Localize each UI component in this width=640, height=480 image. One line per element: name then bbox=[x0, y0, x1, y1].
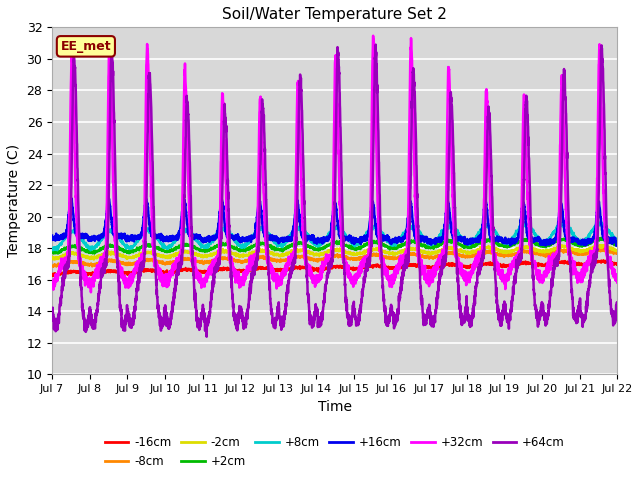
+16cm bbox=[104, 195, 112, 201]
+32cm bbox=[170, 264, 177, 270]
+2cm bbox=[90, 251, 98, 257]
+64cm bbox=[614, 302, 621, 308]
Line: -8cm: -8cm bbox=[52, 249, 618, 267]
+32cm bbox=[613, 277, 621, 283]
+64cm bbox=[203, 334, 211, 339]
+2cm bbox=[48, 250, 56, 256]
-2cm bbox=[560, 243, 568, 249]
-16cm bbox=[600, 257, 607, 263]
+64cm bbox=[48, 309, 56, 315]
+2cm bbox=[400, 241, 408, 247]
Line: +16cm: +16cm bbox=[52, 198, 618, 246]
-8cm bbox=[50, 264, 58, 270]
-16cm bbox=[170, 269, 177, 275]
Line: -16cm: -16cm bbox=[52, 260, 618, 276]
-2cm bbox=[48, 256, 56, 262]
-8cm bbox=[400, 252, 408, 257]
+8cm bbox=[560, 222, 568, 228]
-8cm bbox=[170, 260, 177, 265]
+64cm bbox=[613, 301, 621, 307]
Title: Soil/Water Temperature Set 2: Soil/Water Temperature Set 2 bbox=[222, 7, 447, 22]
-8cm bbox=[206, 259, 214, 264]
+16cm bbox=[612, 243, 620, 249]
+8cm bbox=[87, 248, 95, 253]
-2cm bbox=[170, 253, 177, 259]
-8cm bbox=[596, 246, 604, 252]
+2cm bbox=[390, 244, 398, 250]
-8cm bbox=[390, 256, 398, 262]
-2cm bbox=[390, 251, 398, 256]
-16cm bbox=[206, 268, 214, 274]
+16cm bbox=[390, 238, 398, 243]
-2cm bbox=[51, 257, 58, 263]
+64cm bbox=[390, 319, 398, 324]
Line: -2cm: -2cm bbox=[52, 245, 618, 260]
X-axis label: Time: Time bbox=[318, 400, 352, 414]
Legend: -16cm, -8cm, -2cm, +2cm, +8cm, +16cm, +32cm, +64cm: -16cm, -8cm, -2cm, +2cm, +8cm, +16cm, +3… bbox=[100, 432, 570, 473]
+2cm bbox=[614, 243, 621, 249]
-16cm bbox=[53, 273, 61, 279]
Y-axis label: Temperature (C): Temperature (C) bbox=[7, 144, 21, 257]
+8cm bbox=[206, 240, 214, 246]
-8cm bbox=[614, 251, 621, 256]
+16cm bbox=[614, 242, 621, 248]
-16cm bbox=[560, 259, 568, 264]
-2cm bbox=[206, 253, 214, 259]
+2cm bbox=[600, 235, 607, 240]
+16cm bbox=[206, 236, 214, 242]
+32cm bbox=[390, 268, 398, 274]
-16cm bbox=[390, 265, 398, 271]
Line: +32cm: +32cm bbox=[52, 36, 618, 292]
-8cm bbox=[48, 263, 56, 269]
+8cm bbox=[614, 238, 621, 244]
-2cm bbox=[400, 248, 408, 254]
+8cm bbox=[400, 231, 408, 237]
+8cm bbox=[390, 241, 398, 247]
+32cm bbox=[560, 134, 568, 140]
+64cm bbox=[372, 42, 380, 48]
+32cm bbox=[87, 289, 95, 295]
-2cm bbox=[613, 247, 621, 252]
+64cm bbox=[170, 301, 177, 307]
+64cm bbox=[560, 66, 568, 72]
Text: EE_met: EE_met bbox=[61, 40, 111, 53]
-16cm bbox=[614, 261, 621, 267]
+2cm bbox=[170, 247, 177, 253]
+2cm bbox=[613, 242, 621, 248]
+8cm bbox=[170, 238, 177, 244]
+64cm bbox=[400, 268, 408, 274]
-2cm bbox=[614, 248, 621, 253]
+32cm bbox=[400, 252, 408, 257]
+8cm bbox=[613, 239, 621, 245]
+16cm bbox=[48, 233, 56, 239]
-16cm bbox=[48, 273, 56, 278]
+2cm bbox=[206, 246, 214, 252]
+32cm bbox=[48, 281, 56, 287]
+8cm bbox=[598, 219, 605, 225]
+32cm bbox=[614, 280, 621, 286]
-8cm bbox=[560, 249, 568, 254]
+16cm bbox=[400, 236, 408, 241]
+64cm bbox=[206, 310, 214, 315]
Line: +2cm: +2cm bbox=[52, 238, 618, 254]
-16cm bbox=[400, 263, 408, 269]
+16cm bbox=[170, 234, 177, 240]
+32cm bbox=[369, 33, 377, 39]
-8cm bbox=[613, 250, 621, 255]
+16cm bbox=[560, 222, 568, 228]
+16cm bbox=[613, 239, 621, 245]
+32cm bbox=[206, 269, 214, 275]
+8cm bbox=[48, 247, 56, 252]
Line: +64cm: +64cm bbox=[52, 45, 618, 336]
-2cm bbox=[594, 242, 602, 248]
Line: +8cm: +8cm bbox=[52, 222, 618, 251]
-16cm bbox=[613, 260, 621, 266]
+2cm bbox=[560, 237, 568, 242]
